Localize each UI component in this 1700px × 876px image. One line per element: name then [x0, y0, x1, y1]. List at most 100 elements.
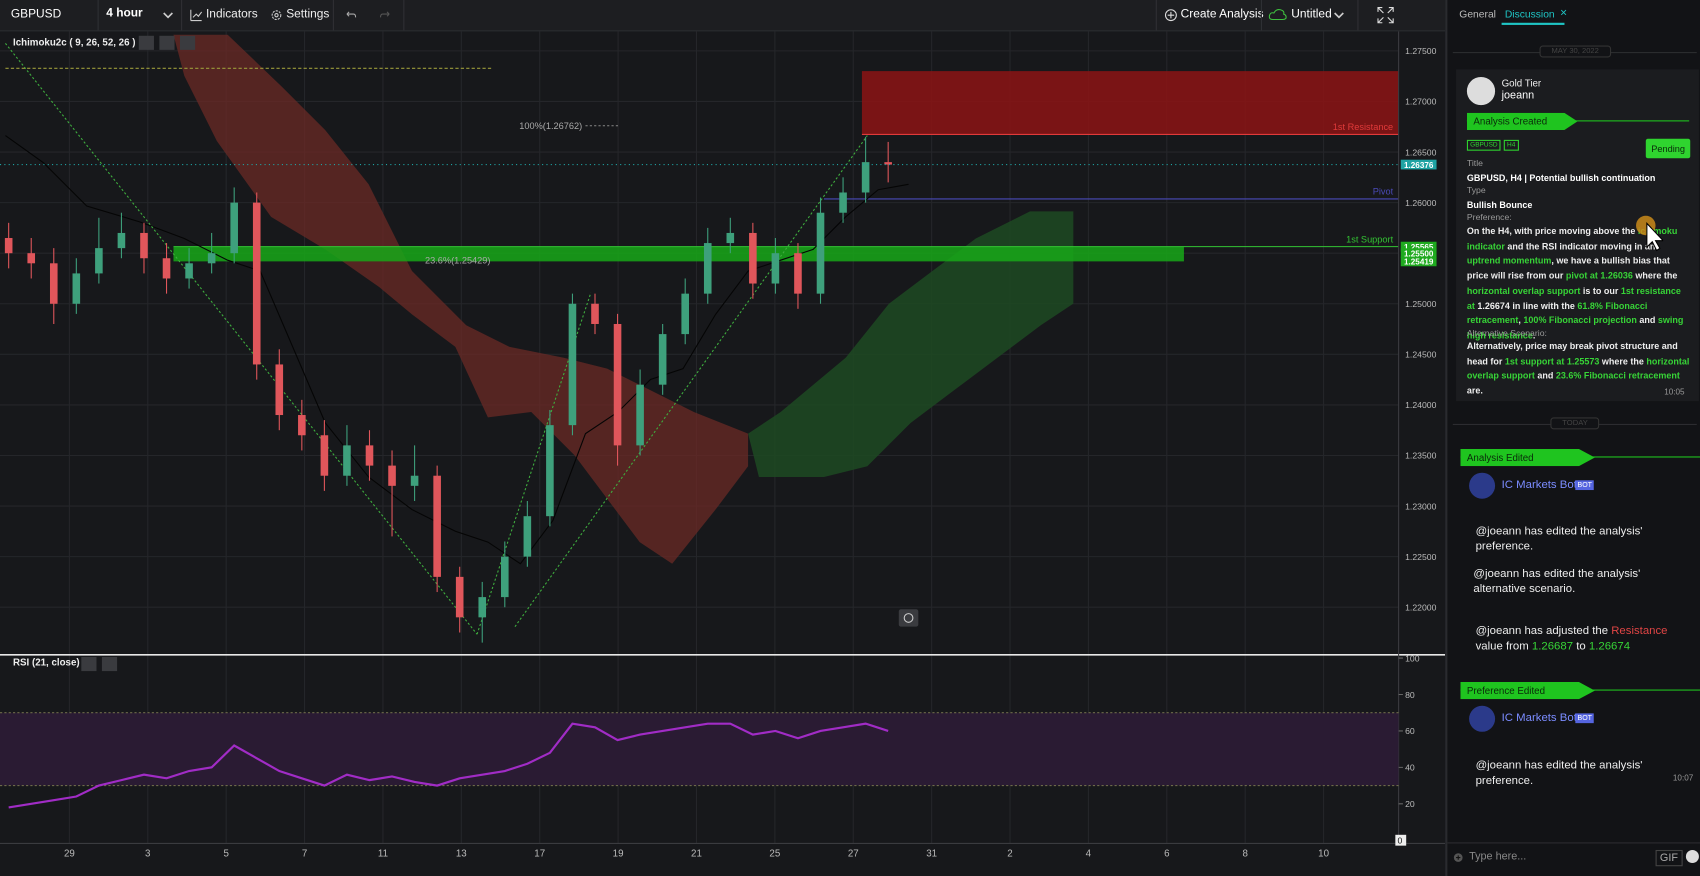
symbol[interactable]: GBPUSD: [10, 7, 62, 21]
post-title: GBPUSD, H4 | Potential bullish continuat…: [1466, 172, 1656, 184]
y-tick-label: 1.23500: [1405, 451, 1436, 461]
visibility-button[interactable]: [138, 35, 154, 50]
message: @joeann has adjusted the Resistance valu…: [1476, 623, 1693, 653]
x-tick-label: 5: [223, 848, 229, 859]
chevron[interactable]: [163, 10, 174, 21]
x-tick-label: 10: [1318, 848, 1329, 859]
candle-body: [365, 445, 374, 466]
settings-button[interactable]: [81, 656, 97, 672]
bot-tag: BOT: [1575, 713, 1595, 724]
status-button[interactable]: Pending: [1645, 138, 1691, 159]
text-segment: 1st support at 1.25573: [1504, 355, 1600, 367]
text-segment: where the: [1632, 270, 1678, 281]
fullscreen-button[interactable]: [1377, 7, 1394, 24]
delete-button[interactable]: [101, 656, 118, 672]
indicator-label: Ichimoku2c ( 9, 26, 52, 26 ): [13, 38, 135, 49]
text-segment: 100% Fibonacci projection: [1523, 314, 1637, 326]
preference-text: On the H4, with price moving above the i…: [1467, 224, 1690, 343]
text-segment: and: [1636, 314, 1658, 326]
tab-active[interactable]: Discussion: [1504, 8, 1555, 21]
message: @joeann has edited the analysis' prefere…: [1476, 758, 1693, 788]
message: @joeann has edited the analysis' prefere…: [1476, 524, 1693, 554]
zone: [861, 71, 1399, 135]
plus-icon: [1164, 9, 1177, 22]
x-tick-label: 11: [378, 848, 388, 859]
text-segment: 23.6% Fibonacci retracement: [1555, 370, 1680, 381]
separator: [97, 0, 99, 31]
hint-icon: [903, 613, 914, 623]
indicators-icon: [190, 9, 203, 22]
candle-body: [523, 516, 532, 557]
side-panel: General Discussion × MAY 30, 2022 Gold T…: [1445, 0, 1700, 876]
x-tick-label: 17: [534, 848, 545, 859]
bot-avatar: [1469, 472, 1496, 499]
tab[interactable]: General: [1459, 8, 1496, 21]
create-analysis-button[interactable]: Create Analysis: [1180, 7, 1264, 21]
x-tick-label: 29: [64, 848, 75, 859]
zone-label: 1st Support: [1346, 234, 1394, 244]
badge-line: [1466, 120, 1690, 122]
price-label-box: [1400, 241, 1437, 252]
candle-body: [591, 303, 599, 324]
close-tab[interactable]: ×: [1560, 6, 1568, 20]
y-tick-label: 1.22000: [1405, 602, 1436, 612]
toolbar: GBPUSD 4 hour Indicators Settings Create…: [0, 0, 1446, 32]
candle-body: [185, 263, 193, 279]
text-segment: , we have a bullish bias that price will…: [1466, 255, 1670, 281]
candle-body: [162, 258, 171, 279]
candle-body: [884, 162, 892, 165]
add-button[interactable]: [1453, 852, 1464, 863]
hint-button[interactable]: [898, 609, 919, 627]
redo-button[interactable]: [379, 9, 392, 22]
cloud-bearish: [173, 34, 749, 564]
emoji-button[interactable]: [1685, 849, 1699, 863]
avatar: [1466, 76, 1496, 106]
y-tick-label: 1.22500: [1405, 552, 1436, 562]
timeframe[interactable]: 4 hour: [106, 6, 143, 20]
text-segment: 1.26674: [1588, 639, 1631, 653]
settings-button[interactable]: [159, 35, 175, 50]
y-tick-label: 1.27000: [1405, 97, 1436, 107]
undo-button[interactable]: [344, 9, 357, 22]
field-label: Title: [1466, 158, 1483, 169]
settings-button[interactable]: Settings: [286, 7, 330, 21]
indicators-button[interactable]: Indicators: [205, 7, 258, 21]
candle-body: [320, 435, 329, 476]
candle-body: [410, 475, 419, 486]
message-input[interactable]: Type here...: [1469, 851, 1527, 863]
fib-label: 23.6%(1.25429): [425, 256, 491, 266]
tab-underline: [1501, 22, 1565, 25]
delete-button[interactable]: [179, 35, 196, 50]
candle-body: [613, 323, 622, 446]
badge: Analysis Created: [1466, 112, 1578, 131]
username: joeann: [1501, 89, 1535, 102]
candle-body: [478, 597, 487, 618]
candle-body: [681, 293, 689, 335]
candle-body: [252, 202, 261, 365]
indicator-label: RSI (21, close): [13, 658, 80, 669]
field-label: Alternative Scenario:: [1466, 328, 1547, 339]
bot-tag: BOT: [1575, 480, 1595, 491]
cloud-bullish: [748, 211, 1074, 478]
separator: [332, 0, 334, 31]
candle-body: [726, 232, 735, 244]
candle-body: [433, 475, 441, 577]
timestamp: 10:05: [1664, 387, 1685, 397]
y-tick-label: 0: [1398, 835, 1403, 845]
gif-button[interactable]: GIF: [1655, 849, 1683, 867]
text-segment: is to our: [1580, 284, 1621, 296]
zone: [173, 246, 1184, 262]
y-tick-label: 40: [1405, 763, 1415, 773]
candle-body: [546, 425, 554, 517]
text-segment: are.: [1466, 384, 1483, 396]
text-segment: uptrend momentum: [1466, 255, 1552, 267]
candle-body: [839, 192, 847, 213]
x-tick-label: 19: [613, 848, 624, 859]
candle-body: [343, 445, 351, 476]
level-label: Pivot: [1373, 187, 1394, 197]
rsi-line: [8, 722, 889, 809]
chevron[interactable]: [1334, 10, 1345, 21]
layout-name[interactable]: Untitled: [1291, 7, 1332, 21]
